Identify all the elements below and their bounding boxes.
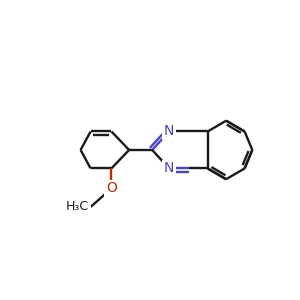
Text: H₃C: H₃C [66, 200, 89, 213]
Text: N: N [164, 161, 174, 176]
Text: N: N [164, 124, 174, 139]
Text: O: O [106, 182, 117, 196]
